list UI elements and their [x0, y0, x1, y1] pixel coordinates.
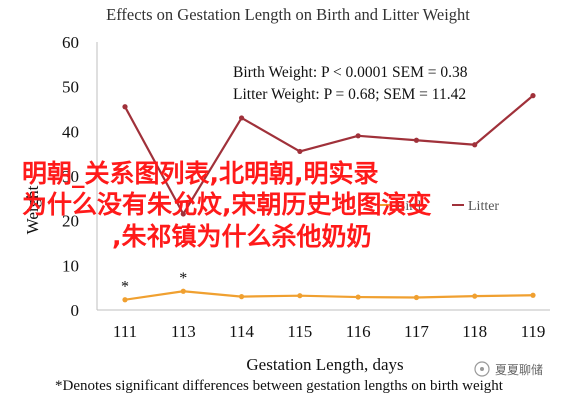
stat-annotation-birth: Birth Weight: P < 0.0001 SEM = 0.38	[233, 64, 468, 81]
legend-birth-label: Birth	[396, 199, 425, 214]
stat-annotation-litter: Litter Weight: P = 0.68; SEM = 11.42	[233, 86, 466, 103]
footnote: *Denotes significant differences between…	[55, 378, 504, 394]
series-line-litter-weight	[124, 94, 534, 216]
data-point	[297, 148, 303, 155]
x-tick-label: 113	[171, 322, 196, 341]
significance-marker: *	[121, 279, 129, 296]
significance-marker: *	[179, 270, 187, 287]
y-tick-label: 0	[71, 301, 80, 320]
overlay-text-line-3: ,朱祁镇为什么杀他奶奶	[112, 222, 372, 251]
watermark: 夏夏聊储	[474, 361, 543, 377]
series-line-birth-weight	[124, 290, 534, 301]
data-point	[530, 292, 536, 298]
x-axis-title: Gestation Length, days	[246, 355, 403, 374]
x-tick-label: 119	[521, 322, 546, 341]
x-tick-label: 116	[346, 322, 371, 341]
x-tick-labels: 111 113 114 115 116 117 118 119	[113, 322, 546, 341]
data-point	[472, 142, 478, 148]
legend: Birth Litter	[380, 199, 499, 214]
y-tick-label: 30	[62, 167, 79, 186]
data-point	[413, 137, 420, 143]
y-axis-title: Weight	[23, 185, 42, 234]
overlay-text-line-2: 为什么没有朱允炆,宋朝历史地图演变	[22, 190, 432, 219]
y-tick-label: 40	[62, 122, 79, 141]
watermark-icon-dot	[480, 367, 484, 371]
y-tick-label: 60	[62, 33, 79, 52]
x-tick-label: 118	[462, 322, 487, 341]
y-tick-label: 50	[62, 78, 79, 97]
data-point	[122, 297, 128, 303]
overlay-text-line-1: 明朝_关系图列表,北明朝,明实录	[22, 159, 379, 188]
significance-markers: * *	[121, 270, 187, 295]
x-tick-label: 114	[229, 322, 254, 341]
legend-litter-label: Litter	[468, 199, 499, 214]
x-tick-label: 115	[287, 322, 312, 341]
data-point	[355, 294, 361, 300]
data-point	[472, 293, 478, 299]
y-tick-label: 10	[62, 256, 79, 275]
y-tick-labels: 0 10 20 30 40 50 60	[62, 33, 79, 320]
watermark-text: 夏夏聊储	[495, 362, 543, 377]
data-point	[413, 294, 420, 301]
data-point	[355, 133, 361, 139]
data-point	[297, 293, 303, 299]
series-layer	[122, 93, 536, 303]
y-tick-label: 20	[62, 212, 79, 231]
data-point	[122, 104, 128, 110]
x-tick-label: 111	[113, 322, 137, 341]
data-point	[180, 288, 186, 294]
data-point	[180, 211, 186, 217]
data-point	[238, 115, 245, 121]
chart-title: Effects on Gestation Length on Birth and…	[106, 5, 470, 24]
x-tick-label: 117	[404, 322, 429, 341]
watermark-icon	[474, 361, 490, 377]
data-point	[238, 294, 245, 300]
data-point	[530, 93, 536, 99]
